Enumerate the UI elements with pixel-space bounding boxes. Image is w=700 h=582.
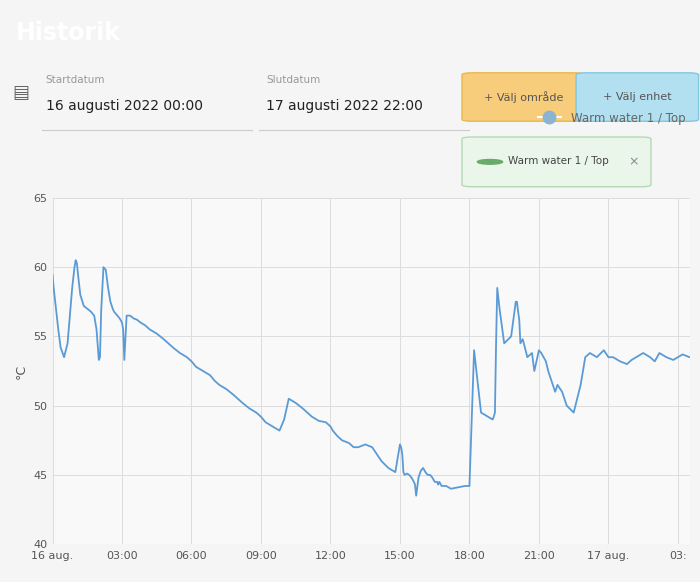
Y-axis label: °C: °C <box>15 364 28 378</box>
Text: 16 augusti 2022 00:00: 16 augusti 2022 00:00 <box>46 99 202 113</box>
Point <box>38 126 46 133</box>
Text: ▤: ▤ <box>13 84 29 102</box>
Text: + Välj enhet: + Välj enhet <box>603 92 672 102</box>
FancyBboxPatch shape <box>462 73 584 121</box>
Point <box>248 126 256 133</box>
Text: ×: × <box>629 155 639 168</box>
Text: Historik: Historik <box>15 22 120 45</box>
Text: Warm water 1 / Top: Warm water 1 / Top <box>508 157 608 166</box>
FancyBboxPatch shape <box>576 73 699 121</box>
Circle shape <box>477 159 503 164</box>
Text: 17 augusti 2022 22:00: 17 augusti 2022 22:00 <box>266 99 423 113</box>
Text: Startdatum: Startdatum <box>46 75 105 85</box>
Point <box>255 126 263 133</box>
Text: Slutdatum: Slutdatum <box>266 75 321 85</box>
FancyBboxPatch shape <box>462 137 651 187</box>
Text: + Välj område: + Välj område <box>484 91 564 103</box>
Point <box>465 126 473 133</box>
Legend: Warm water 1 / Top: Warm water 1 / Top <box>533 107 690 129</box>
